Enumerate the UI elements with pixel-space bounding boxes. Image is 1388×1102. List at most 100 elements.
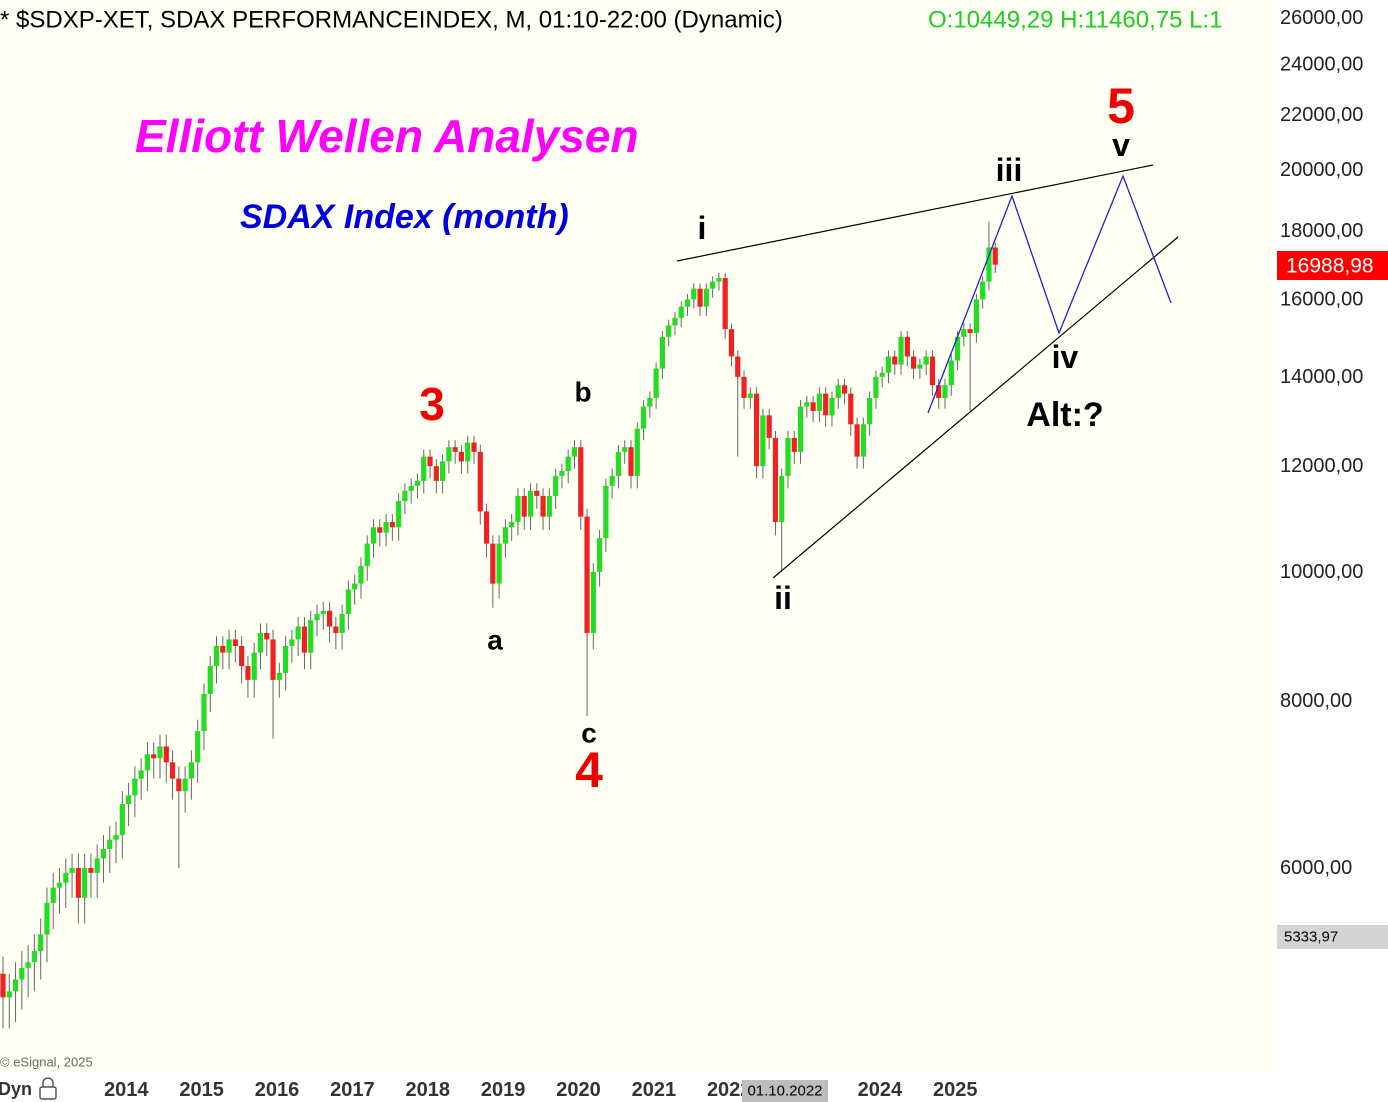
candle-body [892,356,898,365]
candle-body [25,962,31,968]
candle-body [396,501,402,528]
x-tick-label: 2015 [179,1079,224,1101]
candle-body [119,804,125,836]
lower-trendline [772,236,1179,579]
candle-body [75,867,81,898]
candle-body [911,356,917,369]
candle-body [182,778,188,792]
candle-body [63,872,69,883]
candle-body [929,356,936,386]
y-tick-label: 24000,00 [1280,53,1363,75]
y-tick-label: 12000,00 [1280,455,1363,477]
candle-body [107,839,113,849]
candle-body [578,447,584,517]
candle-body [854,424,860,457]
y-tick-label: 14000,00 [1280,366,1363,388]
header-ohlc: O:10449,29 H:11460,75 L:1 [928,7,1222,34]
x-tick-label: 2018 [406,1079,451,1101]
candle-body [766,415,772,438]
candle-body [370,527,377,544]
candle-body [980,281,986,300]
candle-body [885,356,892,373]
candle-body [100,848,107,859]
candle-body [427,456,433,467]
candle-body [848,393,854,425]
candle-body [477,451,483,512]
upper-trendline [676,164,1154,262]
candle-body [270,639,276,680]
candle-body [772,437,779,522]
candle-body [553,475,559,496]
candle-body [502,527,508,544]
y-tick-label: 16000,00 [1280,288,1363,310]
candle-body [458,451,465,462]
candle-body [264,632,270,640]
wave-label: 3 [419,378,445,430]
candle-body [509,521,515,528]
wave-label: c [581,718,597,749]
candle-body [440,461,446,481]
candle-body [471,442,477,452]
candle-body [12,979,19,992]
lock-icon[interactable] [39,1077,57,1100]
candle-body [647,397,653,407]
crosshair-date-box [742,1080,828,1102]
candle-body [954,336,961,361]
candle-body [207,666,213,695]
marker-price-label: 5333,97 [1284,929,1338,946]
candle-body [314,613,320,621]
candle-body [785,437,791,476]
candle-body [44,902,50,935]
candle-body [672,317,678,326]
candle-body [339,613,345,633]
candle-body [559,471,565,476]
candle-body [276,672,282,680]
candle-body [421,456,427,481]
mode-label[interactable]: Dyn [0,1079,32,1099]
y-tick-label: 18000,00 [1280,220,1363,242]
candle-body [948,360,954,386]
candle-body [961,329,967,337]
candle-body [735,356,741,377]
candle-body [527,490,534,517]
x-tick-label: 2021 [632,1079,677,1101]
wave-label: iv [1052,339,1079,375]
candle-body [986,247,992,282]
candle-body [747,393,753,398]
x-tick-label: 2022 [707,1079,752,1101]
wave-lines [676,164,1179,579]
candle-body [741,376,747,398]
candle-body [590,571,596,633]
candle-body [797,406,804,452]
candle-body [867,397,873,425]
y-tick-label: 20000,00 [1280,159,1363,181]
candle-body [973,299,979,333]
candle-body [483,511,490,544]
y-tick-label: 8000,00 [1280,690,1352,712]
wave-label: a [487,625,503,656]
y-tick-label: 10000,00 [1280,561,1363,583]
x-tick-label: 2017 [330,1079,375,1101]
candle-body [289,639,295,646]
candles [0,221,998,1029]
candle-body [584,516,590,633]
candle-body [760,415,766,467]
annotation-subtitle: SDAX Index (month) [240,198,569,236]
candle-body [710,281,716,289]
candle-body [144,754,151,771]
candle-body [6,991,12,998]
x-tick-label: 2020 [556,1079,601,1101]
candle-body [841,385,848,394]
y-tick-label: 6000,00 [1280,857,1352,879]
candle-body [967,329,973,333]
candle-body [521,495,527,517]
candle-body [283,645,289,673]
candle-body [220,645,226,653]
candle-body [88,867,94,873]
wave-label: Alt:? [1026,396,1103,434]
candle-body [640,406,647,429]
candle-body [465,442,471,462]
candle-body [879,372,885,377]
last-price-box [1277,251,1388,280]
candle-body [169,762,176,779]
